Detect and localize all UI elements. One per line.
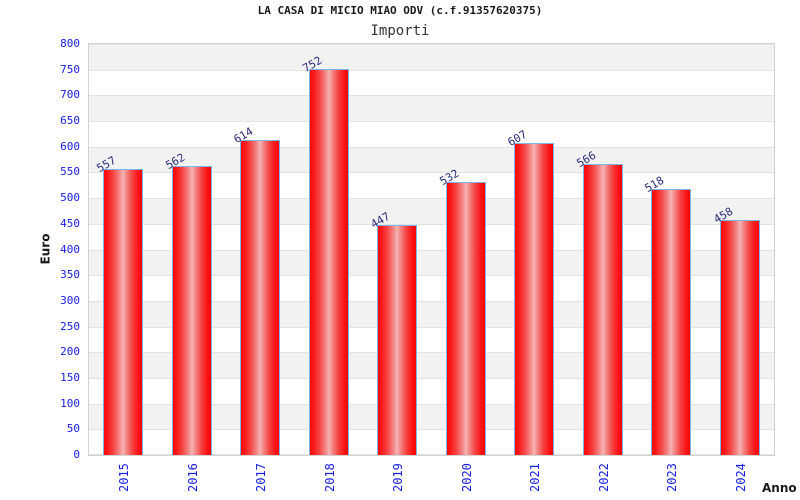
y-axis-tick-label: 400 [60,242,80,256]
gridline [89,326,774,328]
bar-slot [569,44,638,455]
plot-band [89,95,774,122]
x-axis-tick-label: 2022 [596,463,611,492]
bar[interactable] [308,68,349,455]
bar-slot [89,44,158,455]
bar[interactable] [445,181,486,455]
bar[interactable] [240,139,281,455]
x-axis-title: Anno [762,481,797,495]
gridline [89,146,774,148]
x-axis-tick-label: 2015 [117,463,132,492]
bar[interactable] [719,219,760,455]
bar[interactable] [651,188,692,455]
y-axis-tick-label: 800 [60,37,80,50]
gridline [89,223,774,225]
gridline [89,429,774,431]
gridline [89,198,774,200]
gridline [89,249,774,251]
bar-slot [363,44,432,455]
gridline [89,95,774,97]
y-axis-tick-label: 550 [60,165,80,179]
bar-slot [226,44,295,455]
y-axis-tick-label: 500 [60,191,80,205]
x-axis-tick-label: 2018 [322,463,337,492]
y-axis-tick-label: 700 [60,88,80,102]
x-axis-tick-label: 2020 [459,463,474,492]
bar-slot [295,44,364,455]
bar[interactable] [514,143,555,455]
y-axis-tick-label: 0 [73,448,80,461]
bar-slot [637,44,706,455]
y-axis-tick-label: 200 [60,345,80,359]
gridline [89,352,774,354]
plot-band [89,44,774,70]
chart-title: LA CASA DI MICIO MIAO ODV (c.f.913576203… [257,4,543,17]
y-axis-tick-label: 100 [60,396,80,410]
x-axis-tick-label: 2024 [733,463,748,492]
plot-area [88,43,775,456]
bar-slot [432,44,501,455]
bar-slot [706,44,775,455]
x-axis-tick-label: 2017 [254,463,269,492]
gridline [89,377,774,379]
y-axis-tick-label: 750 [60,62,80,76]
gridline [89,69,774,71]
y-axis-tick-label: 650 [60,114,80,128]
bar[interactable] [582,164,623,455]
x-axis-tick-label: 2021 [528,463,543,492]
bar[interactable] [377,225,418,455]
x-axis-tick-label: 2019 [391,463,406,492]
x-axis-tick-label: 2023 [665,463,680,492]
gridline [89,403,774,405]
y-axis-tick-label: 300 [60,293,80,307]
bar-slot [158,44,227,455]
bar[interactable] [103,168,144,455]
y-axis-tick-label: 350 [60,268,80,282]
y-axis-tick-label: 250 [60,319,80,333]
x-axis-tick-label: 2016 [185,463,200,492]
bar-slot [500,44,569,455]
y-axis-tick-label: 600 [60,139,80,153]
gridline [89,275,774,277]
y-axis-tick-label: 450 [60,216,80,230]
bar-series [89,44,774,455]
gridline [89,300,774,302]
y-axis-tick-label: 150 [60,370,80,384]
y-axis-tick-label: 50 [66,422,80,436]
chart-subtitle: Importi [370,23,430,39]
bar[interactable] [171,166,212,455]
gridline [89,44,774,45]
gridline [89,454,774,455]
gridline [89,172,774,174]
gridline [89,121,774,123]
